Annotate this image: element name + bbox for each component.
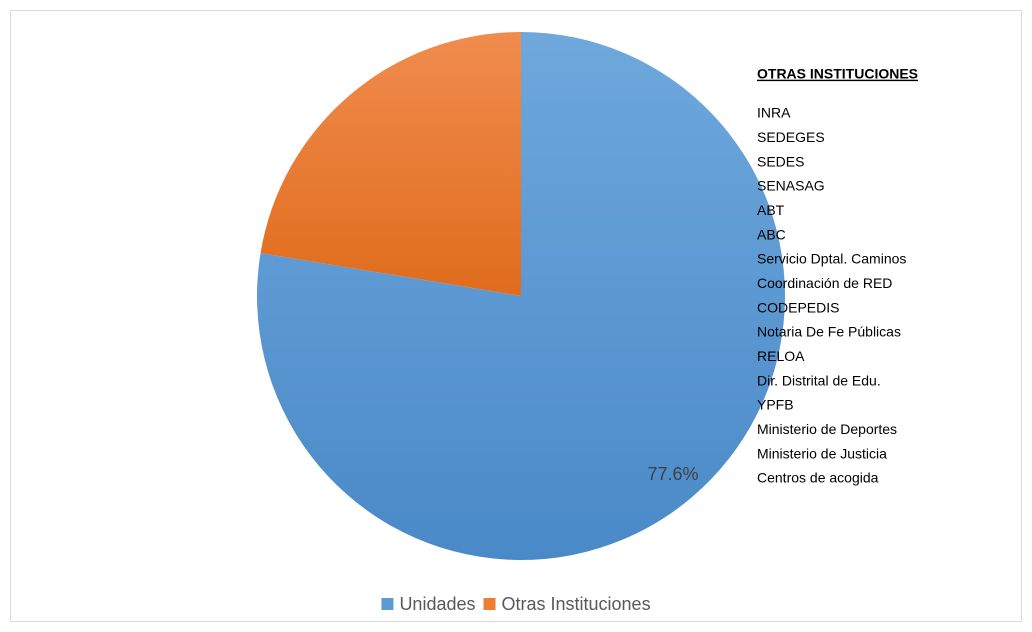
annotation-item: RELOA <box>757 348 805 364</box>
annotation-item: YPFB <box>757 397 794 413</box>
pie-slice <box>260 32 521 296</box>
annotation-item: Dir. Distrital de Edu. <box>757 372 881 388</box>
legend-swatch <box>483 598 496 610</box>
annotation-item: Servicio Dptal. Caminos <box>757 251 906 267</box>
annotation-item: Ministerio de Deportes <box>757 421 897 437</box>
legend-swatch <box>381 598 394 610</box>
annotation-item: Centros de acogida <box>757 470 879 486</box>
annotation-item: INRA <box>757 105 791 121</box>
annotation-item: CODEPEDIS <box>757 299 839 315</box>
annotation-item: SEDES <box>757 153 804 169</box>
annotation-item: SENASAG <box>757 178 825 194</box>
annotation-item: ABC <box>757 226 786 242</box>
data-label: 77.6% <box>648 464 699 484</box>
annotation-item: ABT <box>757 202 785 218</box>
annotation-title: OTRAS INSTITUCIONES <box>757 66 918 82</box>
annotation-item: Ministerio de Justicia <box>757 445 887 461</box>
legend-label: Unidades <box>399 594 475 614</box>
annotation-item: Notaria De Fe Públicas <box>757 324 901 340</box>
annotation-item: SEDEGES <box>757 129 825 145</box>
legend-label: Otras Instituciones <box>502 594 651 614</box>
annotation-item: Coordinación de RED <box>757 275 892 291</box>
